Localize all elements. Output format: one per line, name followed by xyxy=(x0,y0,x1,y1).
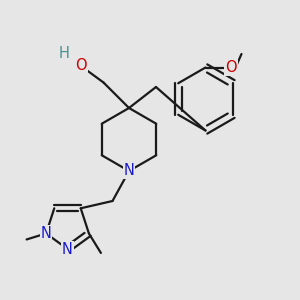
Text: N: N xyxy=(41,226,52,241)
Text: N: N xyxy=(124,164,134,178)
Text: H: H xyxy=(59,46,70,62)
Text: O: O xyxy=(225,60,237,75)
Text: N: N xyxy=(62,242,73,256)
Text: O: O xyxy=(75,58,87,74)
